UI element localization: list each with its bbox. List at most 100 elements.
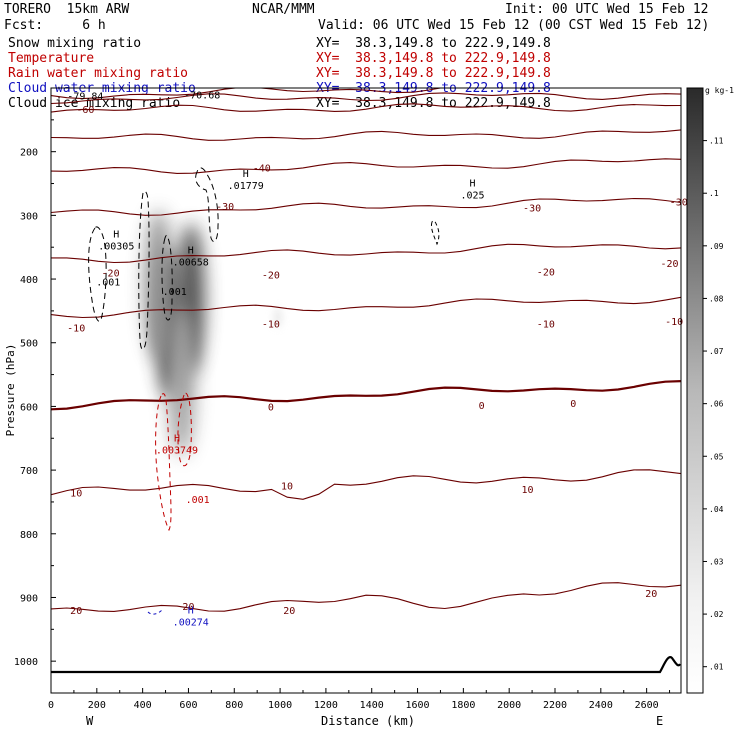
y-axis-title: Pressure (hPa) [4, 344, 17, 437]
colorbar-tick-label: .07 [709, 347, 724, 356]
maximum-marker: H [113, 230, 119, 241]
contour-labels: -79.84 -70.68 -60 -40 -30 -30 -30 -20 -20 -20 -20 -… [67, 90, 688, 628]
isotherm-label: -10 [67, 323, 85, 334]
isotherm-label: -10 [537, 320, 555, 331]
x-axis-west-label: W [86, 714, 94, 728]
colorbar-tick-label: .03 [709, 557, 724, 566]
snow-shading-cell [167, 305, 196, 456]
isotherm-label: 10 [281, 481, 293, 492]
maximum-marker: H [188, 246, 194, 257]
isotherm-label: 0 [268, 402, 274, 413]
x-tick-label: 200 [88, 700, 106, 711]
isotherm-label: -70.68 [184, 90, 220, 101]
colorbar-tick-label: .04 [709, 505, 724, 514]
y-tick-label: 900 [20, 593, 38, 604]
x-tick-label: 1600 [405, 700, 429, 711]
colorbar-tick-label: .05 [709, 452, 724, 461]
isotherm-label: -10 [262, 320, 280, 331]
colorbar-tick-label: .09 [709, 242, 724, 251]
isotherm-label: -20 [661, 259, 679, 270]
isotherm-label: 20 [70, 606, 82, 617]
y-tick-label: 500 [20, 339, 38, 350]
maximum-value: .00274 [173, 617, 209, 628]
isotherm-line [51, 296, 681, 319]
colorbar-tick-label: .06 [709, 400, 724, 409]
maximum-marker: H [470, 179, 476, 190]
x-axis-east-label: E [656, 714, 663, 728]
isotherm-label: 0 [479, 401, 485, 412]
x-tick-label: 400 [134, 700, 152, 711]
isotherm-line [51, 129, 681, 141]
maximum-marker: H [188, 605, 194, 616]
x-tick-label: 0 [48, 700, 54, 711]
isotherm-label: -20 [102, 269, 120, 280]
colorbar: g kg-1 .01 .02 .03 .04 .05 .06 .07 .08 .09 .1 .11 [686, 86, 734, 694]
isotherm-label: 0 [570, 399, 576, 410]
maximum-value: .00305 [98, 242, 134, 253]
maximum-value: .003749 [156, 445, 198, 456]
y-tick-label: 200 [20, 148, 38, 159]
forecast-hour: Fcst: 6 h [4, 18, 106, 33]
cloud-ice-contour [161, 234, 173, 321]
rain-water-contour [177, 392, 192, 467]
x-tick-label: 1800 [451, 700, 475, 711]
colorbar-tick-label: .1 [709, 189, 719, 198]
isotherm-line [51, 92, 681, 105]
contour-value-label: .001 [163, 287, 187, 298]
isotherm-label: 10 [70, 488, 82, 499]
temperature-contours [51, 88, 681, 612]
cloud-ice-contour [138, 190, 150, 350]
center-name: NCAR/MMM [252, 2, 315, 17]
isotherm-label: -30 [216, 202, 234, 213]
init-time: Init: 00 UTC Wed 15 Feb 12 [505, 2, 709, 17]
maximum-value: .025 [460, 191, 484, 202]
colorbar-gradient [686, 87, 704, 694]
isotherm-label: -30 [523, 204, 541, 215]
x-tick-label: 2400 [589, 700, 613, 711]
hydrometeor-contours [88, 167, 440, 615]
y-tick-label: 400 [20, 275, 38, 286]
isotherm-label: 20 [645, 589, 657, 600]
isotherm-label: 20 [283, 606, 295, 617]
x-tick-label: 1000 [268, 700, 292, 711]
contour-value-label: .001 [96, 277, 120, 288]
isotherm-label: -30 [670, 197, 688, 208]
colorbar-tick-label: .11 [709, 137, 724, 146]
isotherm-label: 20 [182, 602, 194, 613]
x-tick-label: 2200 [543, 700, 567, 711]
isotherm-label: -10 [665, 317, 683, 328]
isotherm-line [51, 158, 681, 174]
isotherm-label: -79.84 [67, 92, 103, 103]
field-name: Rain water mixing ratio [8, 66, 189, 81]
cloud-ice-contour [431, 220, 440, 246]
colorbar-tick-label: .08 [709, 294, 724, 303]
plot-frame [50, 87, 682, 694]
isotherm-label: 10 [521, 485, 533, 496]
isotherm-line [51, 582, 681, 612]
isotherm-line [51, 197, 681, 216]
x-tick-label: 1400 [360, 700, 384, 711]
terrain-line [51, 656, 681, 674]
snow-shading-cell [273, 307, 282, 328]
isotherm-label: -40 [253, 164, 271, 175]
isotherm-line [51, 243, 681, 264]
y-tick-label: 300 [20, 211, 38, 222]
y-tick-label: 600 [20, 402, 38, 413]
contour-value-label: .001 [186, 495, 210, 506]
isotherm-line [51, 380, 681, 411]
cloud-water-contour [147, 609, 163, 615]
field-name: Snow mixing ratio [8, 36, 142, 51]
colorbar-unit: g kg-1 [705, 86, 734, 95]
y-tick-label: 800 [20, 530, 38, 541]
y-tick-label: 1000 [14, 657, 38, 668]
maximum-marker: H [243, 169, 249, 180]
axes: 0 200 400 600 800 1000 1200 1400 1600 1800 2000 220… [14, 119, 671, 711]
maximum-value: .01779 [228, 181, 264, 192]
field-name: Temperature [8, 51, 95, 66]
colorbar-tick-label: .01 [709, 663, 724, 672]
field-xy: XY= 38.3,149.8 to 222.9,149.8 [316, 36, 551, 51]
colorbar-tick-label: .02 [709, 610, 724, 619]
isotherm-label: -20 [262, 271, 280, 282]
x-tick-label: 2600 [635, 700, 659, 711]
